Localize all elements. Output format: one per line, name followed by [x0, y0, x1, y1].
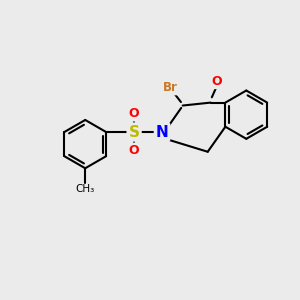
- Text: S: S: [129, 124, 140, 140]
- Text: Br: Br: [163, 81, 178, 94]
- Text: O: O: [129, 107, 140, 120]
- Text: O: O: [129, 144, 140, 157]
- Text: N: N: [156, 124, 169, 140]
- Text: CH₃: CH₃: [76, 184, 95, 194]
- Text: O: O: [211, 75, 222, 88]
